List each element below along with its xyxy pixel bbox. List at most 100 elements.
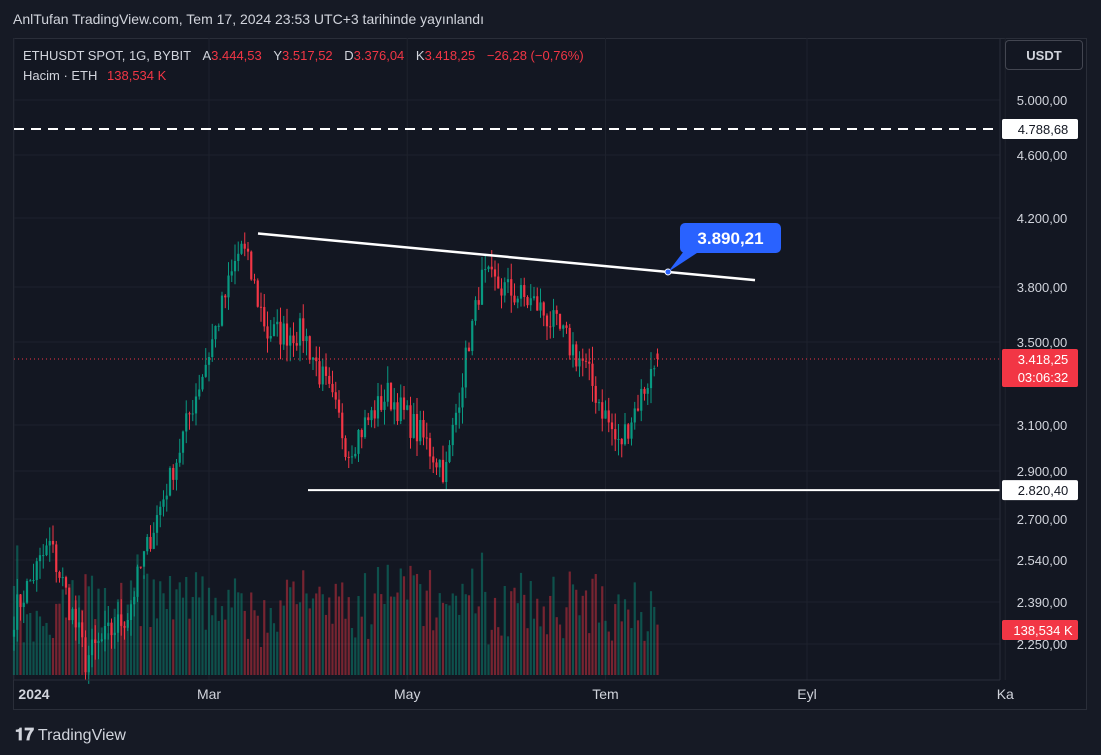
candle-body [113, 632, 116, 636]
volume-bar [471, 568, 474, 675]
candle-body [597, 402, 601, 404]
volume-bar [168, 575, 172, 675]
volume-bar [107, 633, 110, 675]
candle-body [298, 318, 302, 346]
candle-body [139, 566, 142, 568]
candle-body [64, 577, 68, 588]
volume-bar [155, 618, 159, 675]
volume-bar [649, 591, 653, 675]
candle-body [246, 248, 250, 252]
candle-body [646, 388, 649, 394]
candle-body [256, 280, 259, 307]
volume-bar [256, 615, 259, 675]
volume-bar [136, 554, 139, 675]
volume-bar [282, 605, 285, 675]
chart-frame[interactable] [13, 38, 1087, 710]
candle-body [383, 401, 386, 410]
price-callout[interactable] [680, 223, 781, 253]
candle-body [32, 580, 35, 582]
volume-key[interactable]: Hacim · ETH [23, 68, 98, 83]
volume-bar [448, 605, 451, 675]
volume-bar [656, 624, 659, 675]
candle-body [545, 315, 549, 327]
volume-bar [386, 564, 389, 675]
volume-bar [526, 628, 529, 675]
volume-bar [188, 618, 191, 675]
candle-body [571, 344, 575, 356]
volume-bar [165, 609, 168, 675]
volume-bar [360, 616, 363, 675]
low-key: D [344, 48, 354, 63]
volume-bar [324, 614, 328, 675]
candle-body [493, 269, 497, 277]
volume-bar [302, 570, 305, 675]
volume-bar [588, 633, 591, 675]
volume-bar [58, 603, 61, 675]
volume-bar [139, 626, 142, 675]
last-price-label: 3.418,25 [1018, 352, 1069, 367]
volume-bar [48, 634, 51, 675]
volume-bar [428, 570, 432, 675]
trend-line[interactable] [257, 232, 756, 282]
volume-bar [159, 581, 162, 675]
volume-bar [536, 598, 539, 675]
candle-body [500, 288, 503, 296]
volume-bar [237, 592, 240, 675]
time-axis[interactable]: 2024 Mar May Tem Eyl Ka [14, 679, 1014, 702]
candle-body [334, 392, 337, 400]
candle-body [51, 540, 55, 545]
symbol-label[interactable]: ETHUSDT SPOT, 1G, BYBIT [23, 48, 191, 63]
volume-bar [266, 632, 269, 675]
open-key: A [202, 48, 212, 63]
candle-body [480, 269, 484, 305]
volume-bar [575, 589, 578, 675]
ohlc-row: ETHUSDT SPOT, 1G, BYBIT A3.444,53 Y3.517… [23, 46, 584, 66]
candle-body [240, 243, 243, 254]
volume-bar [87, 586, 90, 675]
volume-bar [513, 587, 516, 675]
candle-body [285, 323, 289, 346]
candle-body [272, 324, 276, 337]
volume-bar [194, 572, 198, 675]
volume-bar [318, 586, 321, 675]
candle-body [29, 580, 32, 582]
candle-body [289, 335, 292, 346]
volume-bar [240, 593, 243, 675]
volume-bar [90, 575, 94, 675]
candle-body [503, 282, 506, 296]
volume-bar [35, 610, 38, 675]
volume-bar [51, 637, 55, 675]
volume-bar [578, 615, 581, 675]
volume-bar [399, 568, 402, 675]
volume-bar [568, 571, 571, 675]
candle-body [536, 296, 539, 311]
candle-body [42, 555, 45, 557]
volume-bar [162, 593, 165, 675]
candle-body [120, 614, 123, 626]
time-tick-label: Mar [197, 686, 221, 702]
volume-bar [347, 597, 350, 675]
high-key: Y [273, 48, 283, 63]
volume-bar [607, 631, 610, 675]
volume-bar [601, 586, 604, 675]
price-callout-label: 3.890,21 [697, 229, 763, 248]
price-axis[interactable]: 5.000,00 4.600,00 4.200,00 3.800,00 3.500,00… [999, 38, 1068, 680]
currency-button[interactable]: USDT [1005, 40, 1083, 70]
candle-body [506, 279, 510, 283]
volume-bar [562, 638, 565, 675]
candle-body [432, 456, 435, 463]
volume-bar [396, 592, 399, 675]
candle-body [627, 424, 630, 439]
candle-body [610, 422, 614, 430]
tradingview-watermark[interactable]: 𝟏𝟕 TradingView [15, 725, 126, 745]
volume-bar [406, 599, 409, 675]
volume-bar [233, 578, 237, 675]
volume-bar [178, 582, 181, 675]
volume-bar [295, 604, 298, 675]
candle-body [331, 383, 334, 393]
price-tick-label: 2.700,00 [1017, 512, 1068, 527]
candle-body [337, 399, 341, 413]
drawings[interactable]: 3.890,21 [14, 128, 1000, 492]
volume-bar [467, 595, 471, 675]
